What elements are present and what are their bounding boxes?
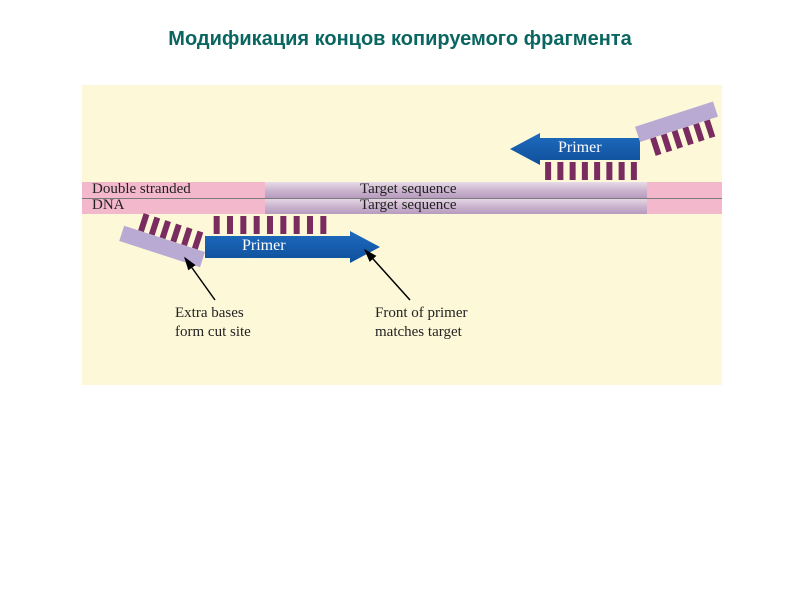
label-double-stranded-2: DNA xyxy=(92,197,125,214)
annotation-front-primer: Front of primer matches target xyxy=(375,304,467,342)
annotation-front-primer-line2: matches target xyxy=(375,324,462,340)
label-target-bot: Target sequence xyxy=(360,197,457,214)
label-target-top: Target sequence xyxy=(360,181,457,198)
annotation-extra-bases-line1: Extra bases xyxy=(175,305,244,321)
primer-label-bottom: Primer xyxy=(242,237,286,255)
annotation-extra-bases-line2: form cut site xyxy=(175,324,251,340)
label-double-stranded-1: Double stranded xyxy=(92,181,191,198)
annotation-front-primer-line1: Front of primer xyxy=(375,305,467,321)
annotation-extra-bases: Extra bases form cut site xyxy=(175,304,251,342)
dna-right-top xyxy=(647,182,722,198)
dna-right-bot xyxy=(647,198,722,214)
primer-label-top: Primer xyxy=(558,139,602,157)
diagram-svg xyxy=(0,0,800,600)
